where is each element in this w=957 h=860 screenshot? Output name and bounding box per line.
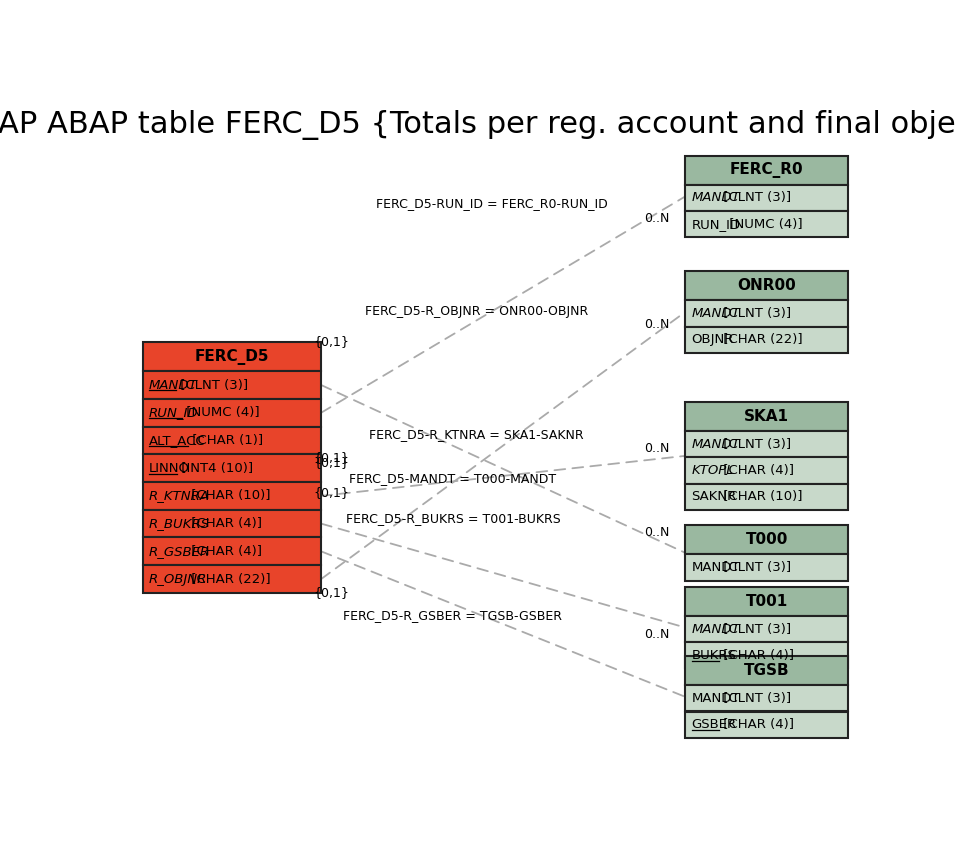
Text: FERC_D5-RUN_ID = FERC_R0-RUN_ID: FERC_D5-RUN_ID = FERC_R0-RUN_ID: [376, 197, 608, 210]
Text: [CLNT (3)]: [CLNT (3)]: [719, 623, 790, 636]
Text: [CHAR (22)]: [CHAR (22)]: [720, 333, 803, 346]
Text: FERC_D5: FERC_D5: [195, 348, 269, 365]
Text: R_KTNRA: R_KTNRA: [149, 489, 211, 502]
Text: [CLNT (3)]: [CLNT (3)]: [719, 438, 790, 451]
Text: [CLNT (3)]: [CLNT (3)]: [719, 307, 790, 320]
Text: {0,1}: {0,1}: [313, 486, 349, 499]
Bar: [685, 185, 848, 211]
Bar: [685, 685, 848, 711]
Text: T001: T001: [746, 594, 788, 609]
Text: MANDT: MANDT: [692, 307, 741, 320]
Text: [CLNT (3)]: [CLNT (3)]: [176, 378, 248, 391]
Text: SKA1: SKA1: [745, 409, 790, 424]
Bar: [685, 642, 848, 668]
Text: T000: T000: [746, 532, 788, 547]
Text: [CHAR (10)]: [CHAR (10)]: [187, 489, 271, 502]
Text: [CHAR (4)]: [CHAR (4)]: [187, 517, 262, 530]
Text: FERC_D5-R_GSBER = TGSB-GSBER: FERC_D5-R_GSBER = TGSB-GSBER: [344, 609, 563, 622]
Text: 0..N: 0..N: [644, 526, 670, 539]
Text: [INT4 (10)]: [INT4 (10)]: [177, 462, 253, 475]
Text: {0,1}: {0,1}: [313, 586, 349, 599]
Bar: [143, 399, 322, 427]
Text: RUN_ID: RUN_ID: [692, 218, 741, 230]
Bar: [685, 402, 848, 431]
Bar: [685, 431, 848, 458]
Text: BUKRS: BUKRS: [692, 648, 737, 662]
Bar: [685, 156, 848, 185]
Text: SAP ABAP table FERC_D5 {Totals per reg. account and final object}: SAP ABAP table FERC_D5 {Totals per reg. …: [0, 110, 957, 140]
Text: TGSB: TGSB: [744, 663, 790, 679]
Text: [CHAR (4)]: [CHAR (4)]: [720, 648, 794, 662]
Bar: [685, 587, 848, 616]
Bar: [143, 510, 322, 538]
Text: R_OBJNR: R_OBJNR: [149, 573, 208, 586]
Text: MANDT: MANDT: [692, 192, 741, 205]
Text: OBJNR: OBJNR: [692, 333, 734, 346]
Text: {0,1}: {0,1}: [313, 335, 349, 348]
Bar: [685, 656, 848, 685]
Bar: [143, 538, 322, 565]
Text: ALT_ACC: ALT_ACC: [149, 434, 206, 447]
Text: SAKNR: SAKNR: [692, 490, 737, 503]
Text: LINNO: LINNO: [149, 462, 190, 475]
Text: FERC_R0: FERC_R0: [730, 163, 804, 178]
Bar: [685, 555, 848, 581]
Bar: [685, 711, 848, 738]
Text: [CHAR (10)]: [CHAR (10)]: [720, 490, 803, 503]
Text: MANDT: MANDT: [692, 623, 741, 636]
Bar: [685, 271, 848, 300]
Text: MANDT: MANDT: [692, 561, 740, 574]
Text: [NUMC (4)]: [NUMC (4)]: [182, 406, 259, 419]
Bar: [143, 454, 322, 482]
Text: [CHAR (4)]: [CHAR (4)]: [719, 464, 793, 477]
Text: [NUMC (4)]: [NUMC (4)]: [725, 218, 803, 230]
Text: FERC_D5-R_KTNRA = SKA1-SAKNR: FERC_D5-R_KTNRA = SKA1-SAKNR: [368, 427, 584, 441]
Bar: [685, 211, 848, 237]
Text: MANDT: MANDT: [692, 438, 741, 451]
Text: [CHAR (22)]: [CHAR (22)]: [187, 573, 271, 586]
Bar: [143, 427, 322, 454]
Bar: [685, 300, 848, 327]
Text: FERC_D5-MANDT = T000-MANDT: FERC_D5-MANDT = T000-MANDT: [349, 472, 556, 485]
Text: R_BUKRS: R_BUKRS: [149, 517, 211, 530]
Text: [CHAR (1)]: [CHAR (1)]: [189, 434, 263, 447]
Text: 0..N: 0..N: [644, 442, 670, 455]
Text: GSBER: GSBER: [692, 718, 737, 731]
Text: ONR00: ONR00: [738, 278, 796, 293]
Text: MANDT: MANDT: [149, 378, 198, 391]
Text: KTOPL: KTOPL: [692, 464, 734, 477]
Bar: [143, 565, 322, 593]
Text: 0..N: 0..N: [644, 318, 670, 331]
Text: MANDT: MANDT: [692, 692, 740, 705]
Bar: [685, 525, 848, 555]
Text: FERC_D5-R_BUKRS = T001-BUKRS: FERC_D5-R_BUKRS = T001-BUKRS: [345, 513, 560, 525]
Text: [CLNT (3)]: [CLNT (3)]: [720, 692, 791, 705]
Bar: [685, 458, 848, 483]
Bar: [143, 482, 322, 510]
Bar: [685, 483, 848, 510]
Text: RUN_ID: RUN_ID: [149, 406, 199, 419]
Text: [CHAR (4)]: [CHAR (4)]: [187, 545, 262, 558]
Bar: [685, 616, 848, 642]
Text: FERC_D5-R_OBJNR = ONR00-OBJNR: FERC_D5-R_OBJNR = ONR00-OBJNR: [365, 304, 588, 317]
Bar: [143, 372, 322, 399]
Text: [CLNT (3)]: [CLNT (3)]: [720, 561, 791, 574]
Bar: [143, 342, 322, 372]
Text: 0..N: 0..N: [644, 628, 670, 641]
Text: {0,1}: {0,1}: [313, 457, 349, 470]
Text: {0,1}: {0,1}: [313, 451, 349, 464]
Text: [CHAR (4)]: [CHAR (4)]: [720, 718, 794, 731]
Text: R_GSBER: R_GSBER: [149, 545, 211, 558]
Bar: [685, 327, 848, 353]
Text: 0..N: 0..N: [644, 212, 670, 225]
Text: [CLNT (3)]: [CLNT (3)]: [719, 192, 790, 205]
